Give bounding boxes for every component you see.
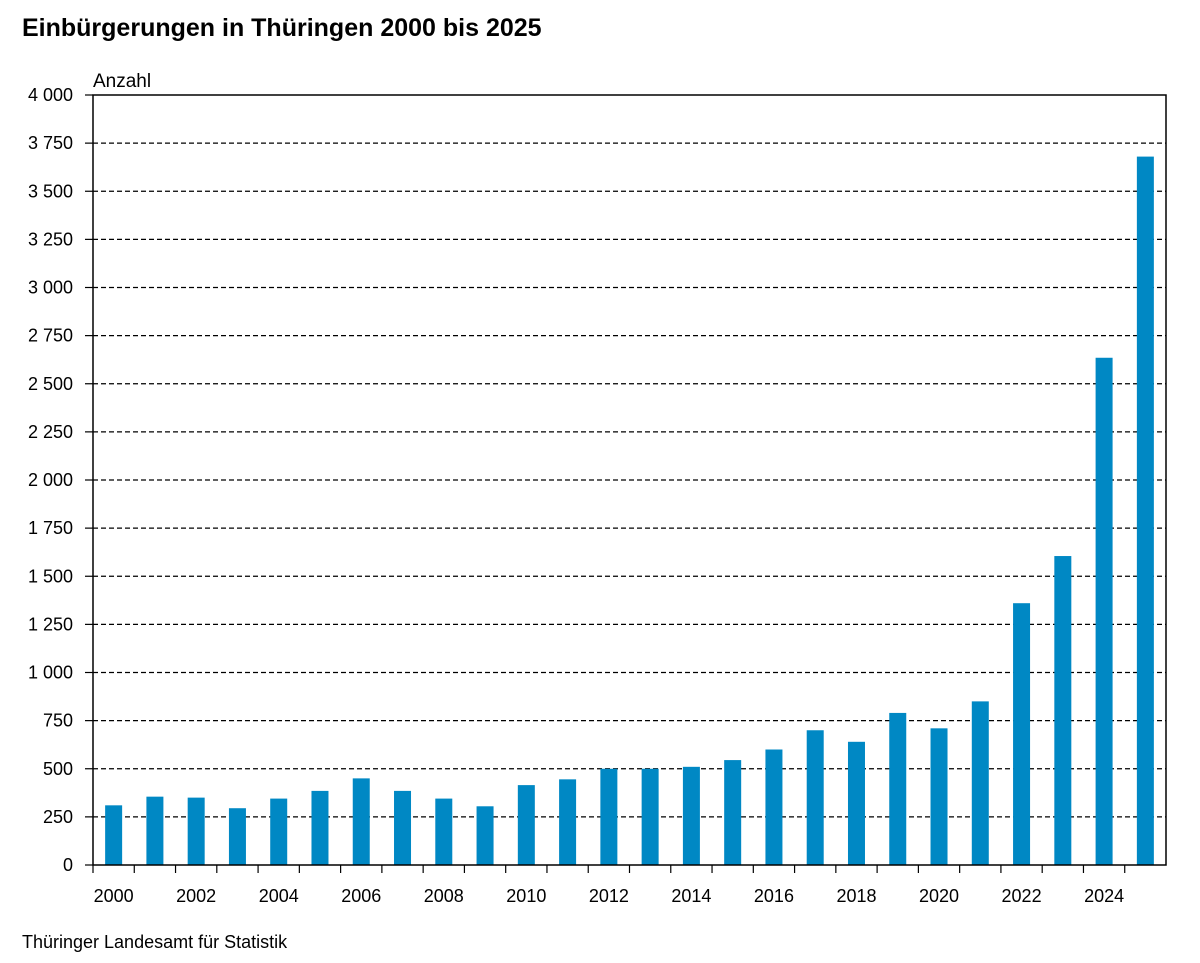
y-tick-label: 3 250 (28, 229, 73, 249)
bar-2004 (270, 798, 288, 865)
x-tick-label: 2004 (259, 886, 299, 906)
x-tick-label: 2000 (94, 886, 134, 906)
y-tick-label: 2 250 (28, 422, 73, 442)
y-tick-label: 2 750 (28, 326, 73, 346)
chart-title: Einbürgerungen in Thüringen 2000 bis 202… (22, 14, 542, 42)
y-tick-label: 1 250 (28, 614, 73, 634)
y-tick-label: 750 (43, 711, 73, 731)
x-tick-label: 2008 (424, 886, 464, 906)
x-tick-label: 2016 (754, 886, 794, 906)
bar-2014 (682, 766, 700, 865)
bar-2025 (1136, 156, 1154, 866)
x-tick-label: 2024 (1084, 886, 1124, 906)
bar-2024 (1095, 357, 1113, 865)
y-tick-label: 2 500 (28, 374, 73, 394)
bar-2011 (559, 779, 577, 865)
y-tick-label: 1 000 (28, 663, 73, 683)
y-tick-label: 250 (43, 807, 73, 827)
bar-2001 (146, 796, 164, 865)
y-tick-label: 500 (43, 759, 73, 779)
y-tick-label: 3 750 (28, 133, 73, 153)
y-axis: 0 250 500 750 1 000 1 250 1 500 1 750 2 000 2 250… (28, 85, 93, 875)
bars (105, 156, 1154, 866)
y-tick-label: 0 (63, 855, 73, 875)
bar-2003 (228, 808, 246, 865)
y-tick-label: 1 500 (28, 566, 73, 586)
bar-2015 (724, 760, 742, 865)
bar-2018 (847, 741, 865, 865)
bar-2006 (352, 778, 370, 865)
bar-2020 (930, 728, 948, 865)
x-tick-label: 2018 (836, 886, 876, 906)
x-tick-label: 2022 (1002, 886, 1042, 906)
grid-lines (93, 142, 1166, 818)
bar-2022 (1013, 603, 1031, 865)
y-tick-label: 4 000 (28, 85, 73, 105)
bar-2012 (600, 768, 618, 865)
bar-2007 (394, 790, 412, 865)
bar-2019 (889, 712, 907, 865)
x-tick-label: 2014 (671, 886, 711, 906)
y-tick-label: 2 000 (28, 470, 73, 490)
x-tick-label: 2002 (176, 886, 216, 906)
bar-2005 (311, 790, 329, 865)
bar-2021 (971, 701, 989, 865)
y-tick-label: 3 500 (28, 181, 73, 201)
x-tick-label: 2012 (589, 886, 629, 906)
x-axis: 2000 2002 2004 2006 2008 2010 2012 2014 2016 2018… (92, 865, 1126, 906)
bar-2017 (806, 730, 824, 865)
y-tick-label: 3 000 (28, 278, 73, 298)
bar-2023 (1054, 556, 1072, 865)
bar-2009 (476, 806, 494, 865)
bar-2008 (435, 798, 453, 865)
y-axis-label: Anzahl (93, 71, 151, 92)
source-note: Thüringer Landesamt für Statistik (22, 932, 288, 952)
x-tick-label: 2010 (506, 886, 546, 906)
bar-2016 (765, 749, 783, 865)
x-tick-label: 2006 (341, 886, 381, 906)
bar-2000 (105, 805, 123, 865)
y-tick-label: 1 750 (28, 518, 73, 538)
x-tick-label: 2020 (919, 886, 959, 906)
bar-2010 (517, 785, 535, 865)
bar-2002 (187, 797, 205, 865)
bar-2013 (641, 768, 659, 865)
